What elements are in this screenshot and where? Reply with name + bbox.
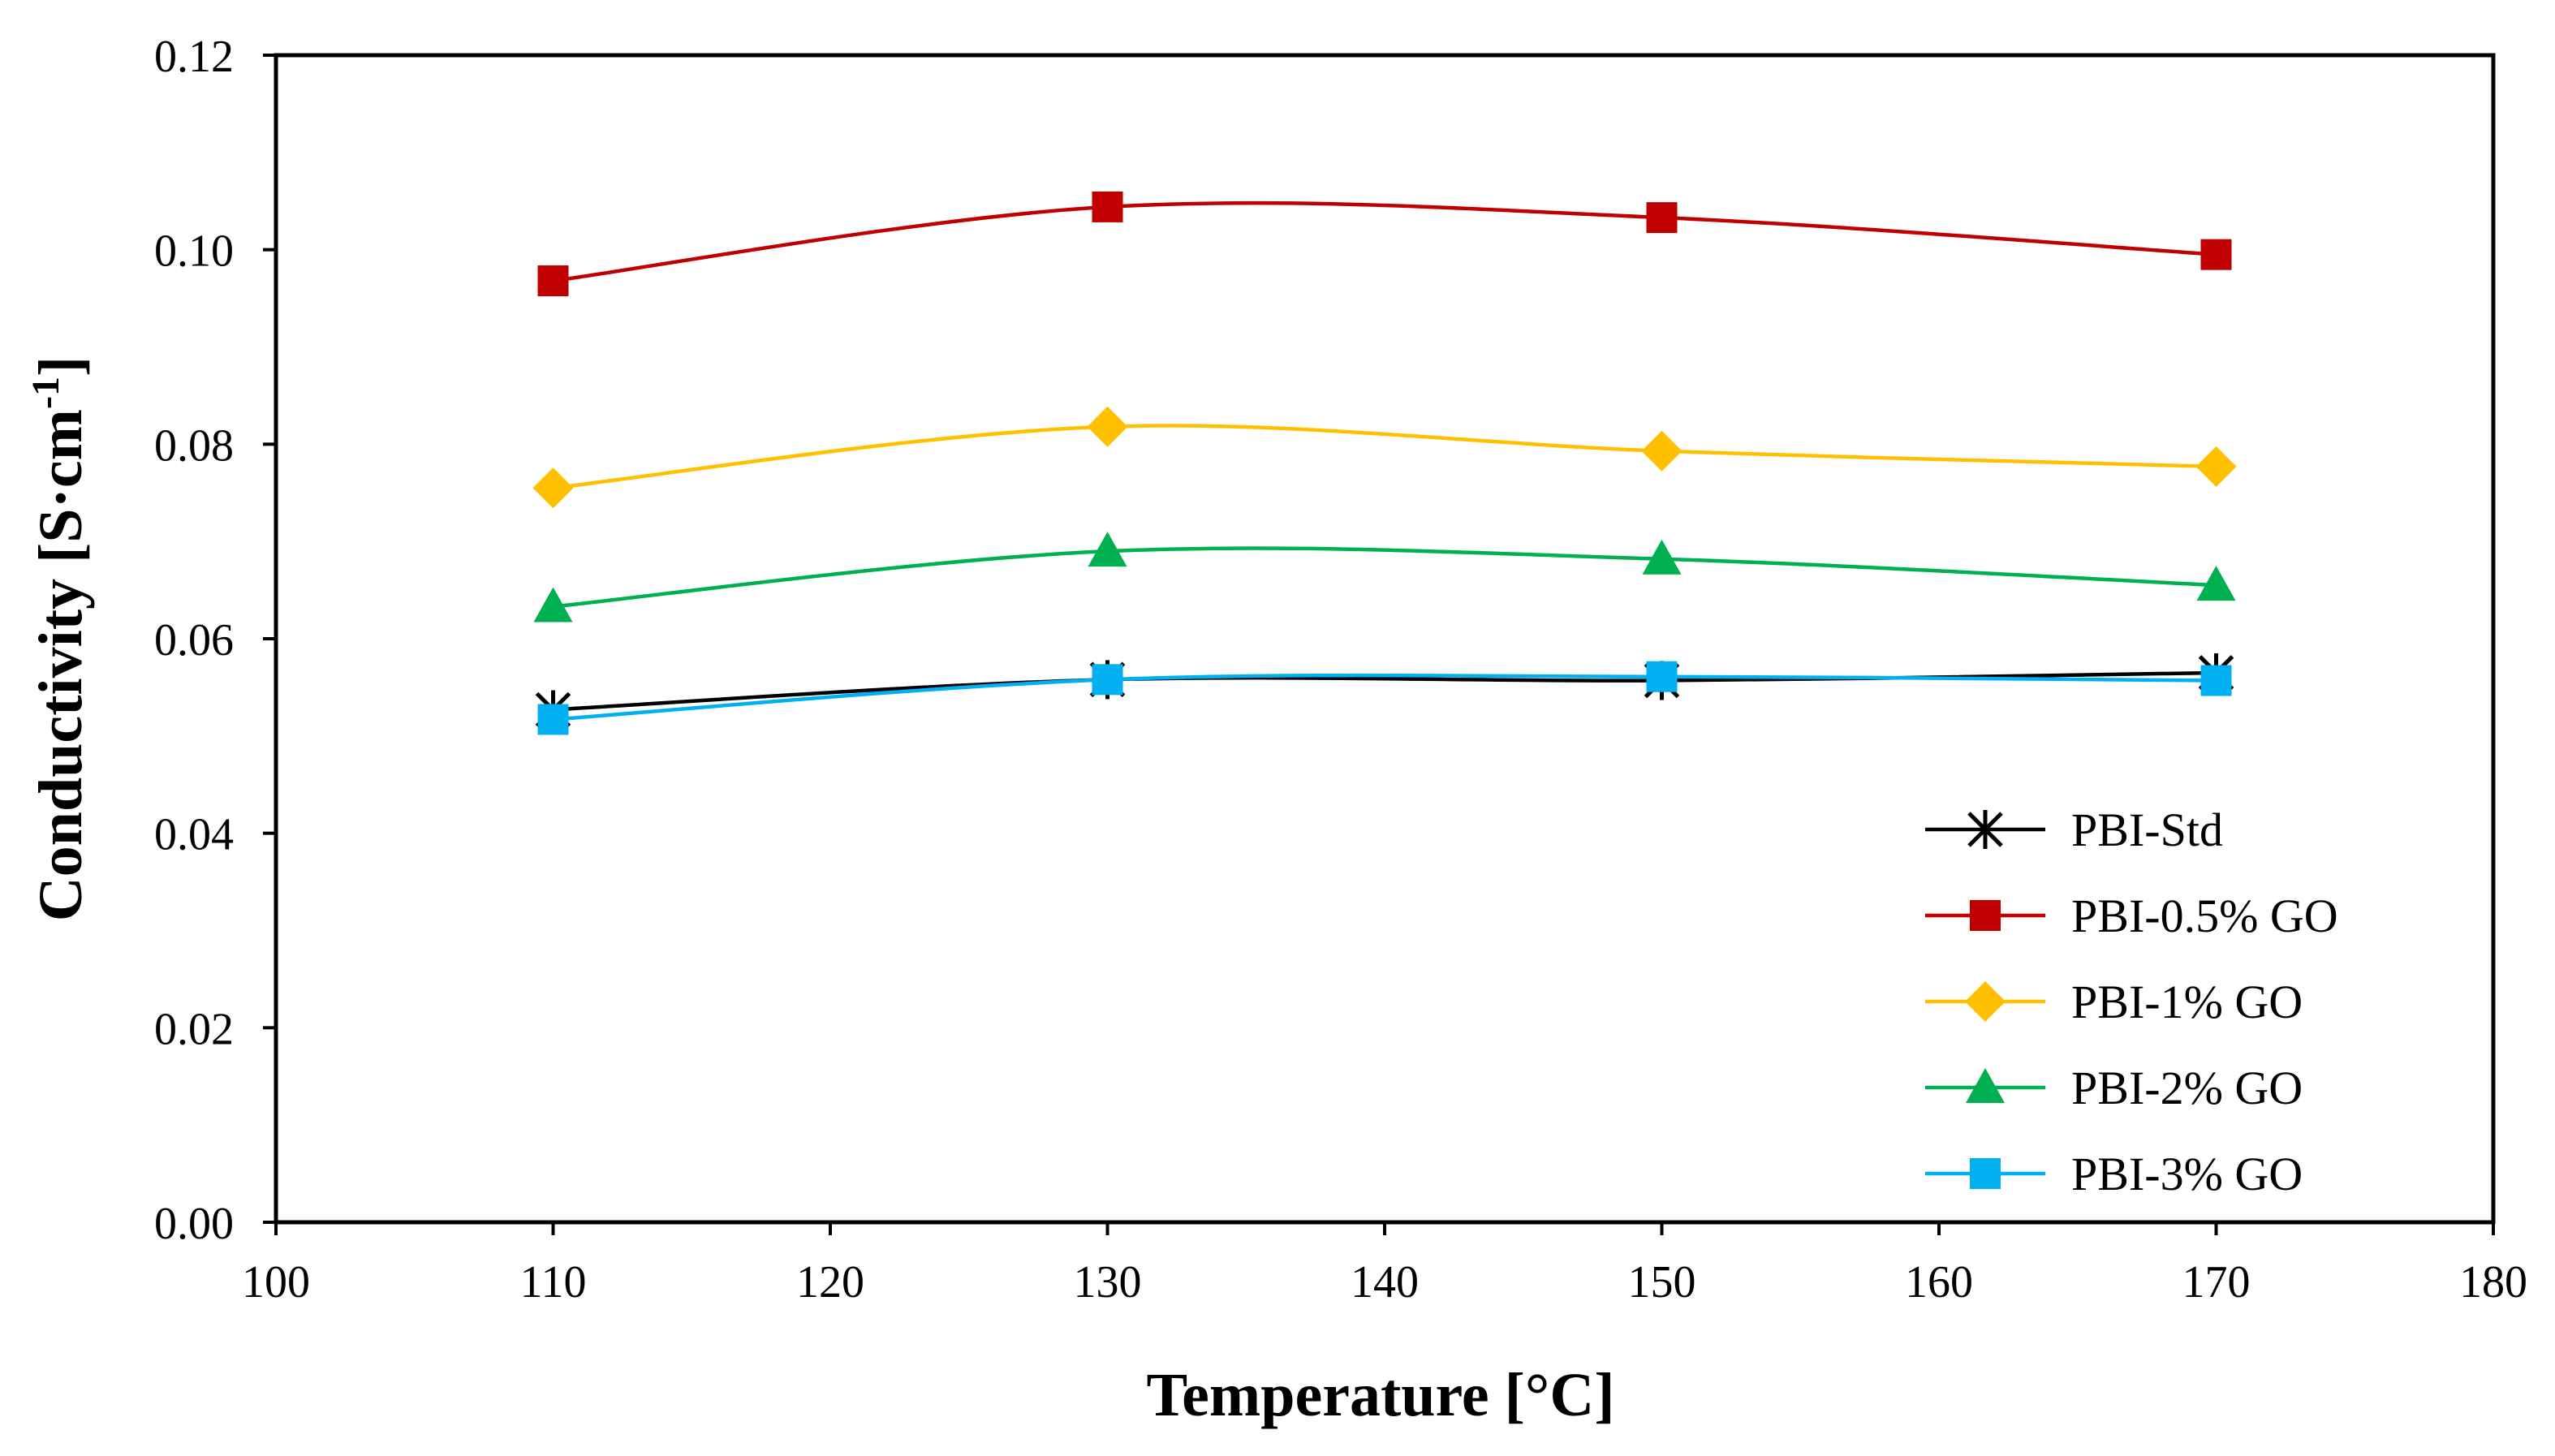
- legend-label: PBI-2% GO: [2071, 1062, 2303, 1114]
- legend-item: PBI-3% GO: [1925, 1148, 2303, 1200]
- legend-label: PBI-3% GO: [2071, 1148, 2303, 1200]
- data-point-marker: [2200, 665, 2232, 696]
- x-tick-label: 160: [1905, 1257, 1973, 1307]
- series-pbi-3-go: [537, 661, 2232, 735]
- data-point-marker: [1092, 191, 1123, 222]
- legend-item: PBI-0.5% GO: [1925, 890, 2338, 942]
- x-tick-label: 100: [242, 1257, 310, 1307]
- legend-item: PBI-Std: [1925, 803, 2223, 856]
- data-point-marker: [1087, 406, 1128, 447]
- x-axis-title: Temperature [°C]: [1146, 1361, 1614, 1429]
- y-axis-title-close: ]: [27, 356, 95, 377]
- x-tick-label: 130: [1074, 1257, 1142, 1307]
- series-pbi-1-go: [532, 406, 2237, 509]
- legend-marker: [1970, 1158, 2001, 1189]
- series-line: [553, 546, 2217, 609]
- legend-label: PBI-Std: [2071, 803, 2223, 856]
- series-line: [553, 200, 2217, 283]
- y-axis-title-superscript: -1: [24, 377, 67, 409]
- y-axis-title: Conductivity [S·cm-1]: [24, 356, 95, 922]
- legend-item: PBI-2% GO: [1925, 1062, 2303, 1114]
- y-tick-label: 0.00: [154, 1199, 234, 1249]
- y-axis-title-main: Conductivity [S·cm: [27, 409, 95, 921]
- y-tick-label: 0.10: [154, 226, 234, 277]
- data-point-marker: [532, 467, 574, 509]
- data-point-marker: [1646, 661, 1678, 692]
- data-point-marker: [2200, 239, 2232, 270]
- data-point-marker: [1641, 430, 1683, 472]
- data-point-marker: [2196, 566, 2236, 601]
- legend-label: PBI-0.5% GO: [2071, 890, 2338, 942]
- x-tick-label: 180: [2459, 1257, 2527, 1307]
- series-pbi-0-5-go: [537, 191, 2232, 297]
- legend-marker: [1970, 900, 2001, 931]
- data-point-marker: [537, 704, 569, 735]
- data-point-marker: [1092, 664, 1123, 696]
- x-tick-label: 150: [1628, 1257, 1696, 1307]
- data-point-marker: [533, 587, 573, 622]
- plot-area-frame: [274, 53, 2496, 1225]
- y-tick-label: 0.06: [154, 615, 234, 666]
- y-tick-label: 0.12: [154, 32, 234, 82]
- data-point-marker: [1088, 532, 1127, 567]
- x-tick-label: 170: [2182, 1257, 2251, 1307]
- x-tick-label: 110: [520, 1257, 587, 1307]
- legend-marker: [1966, 1068, 2005, 1103]
- y-tick-label: 0.08: [154, 420, 234, 471]
- data-point-marker: [537, 265, 569, 297]
- legend-label: PBI-1% GO: [2071, 976, 2303, 1028]
- legend-marker: [1967, 810, 2003, 849]
- series-line: [553, 424, 2217, 490]
- legend-marker: [1965, 981, 2006, 1022]
- y-tick-label: 0.02: [154, 1004, 234, 1054]
- y-tick-label: 0.04: [154, 810, 234, 860]
- series-pbi-std: [535, 653, 2234, 730]
- data-point-marker: [1646, 202, 1678, 234]
- data-point-marker: [2195, 446, 2237, 487]
- legend-item: PBI-1% GO: [1925, 976, 2303, 1028]
- data-point-marker: [1642, 539, 1682, 575]
- x-tick-label: 140: [1351, 1257, 1419, 1307]
- series-pbi-2-go: [533, 532, 2236, 622]
- x-tick-label: 120: [796, 1257, 864, 1307]
- series-line: [553, 673, 2217, 722]
